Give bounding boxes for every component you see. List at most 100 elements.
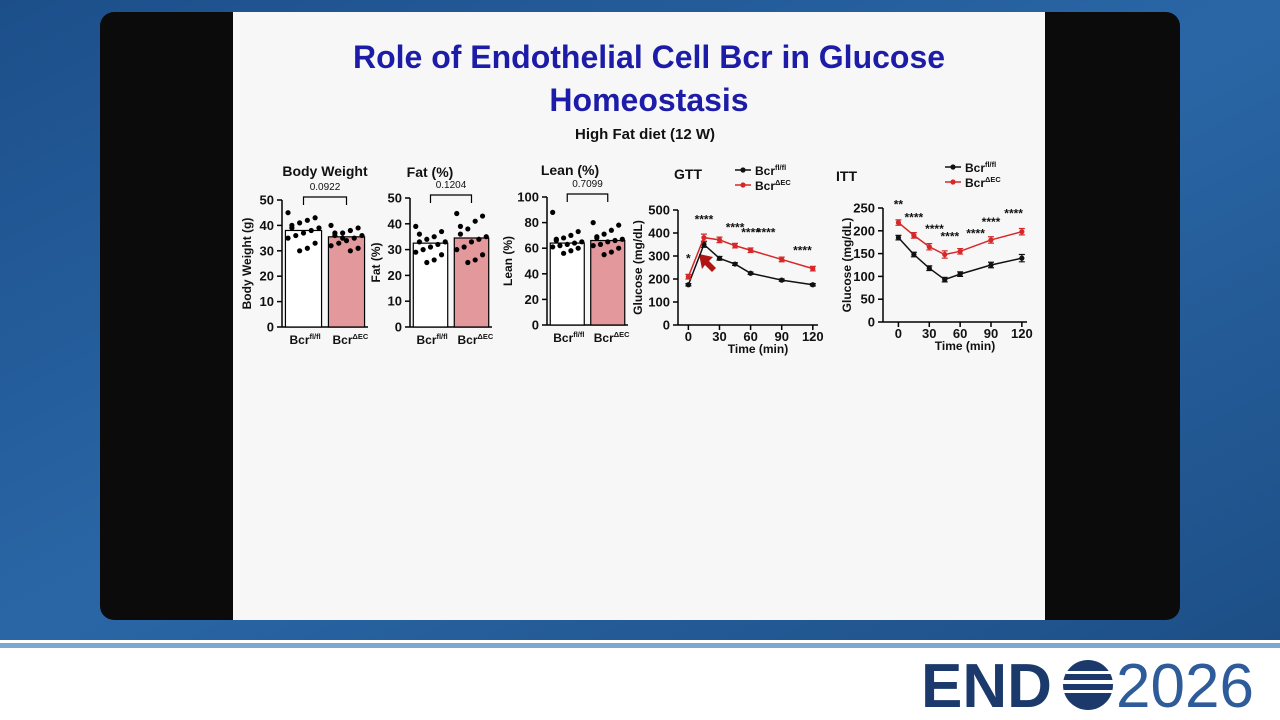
data-point [619, 236, 625, 242]
data-point [575, 228, 581, 235]
y-tick-label: 40 [525, 266, 539, 281]
significance-bracket [429, 194, 473, 203]
label: BcrΔEC [333, 332, 369, 347]
data-point [431, 234, 437, 240]
data-point [416, 231, 423, 237]
data-point [553, 236, 559, 242]
y-tick-label: 200 [648, 272, 670, 287]
data-point [472, 218, 478, 224]
label-superscript: ΔEC [614, 330, 630, 339]
arrow-icon [699, 254, 716, 272]
y-axis-label: Fat (%) [369, 243, 383, 283]
label: BcrΔEC [594, 330, 630, 345]
data-point [988, 262, 994, 268]
y-tick-label: 50 [861, 292, 875, 307]
y-tick-label: 50 [260, 193, 274, 208]
y-tick-label: 10 [260, 294, 274, 309]
legend-marker [950, 164, 956, 170]
y-tick-label: 60 [525, 241, 539, 256]
data-point [454, 210, 460, 217]
x-tick-label: 60 [743, 329, 757, 344]
label-superscript: ΔEC [985, 175, 1001, 184]
data-point [557, 243, 563, 249]
data-point [561, 250, 567, 256]
data-point [597, 241, 604, 247]
data-point [942, 251, 948, 258]
y-tick-label: 0 [267, 320, 274, 335]
significance-label: * [686, 252, 691, 266]
y-tick-label: 100 [853, 269, 875, 284]
data-point [416, 239, 423, 245]
data-point [747, 270, 754, 276]
data-point [332, 230, 338, 236]
data-point [424, 236, 430, 242]
data-point [732, 243, 738, 249]
data-point [438, 228, 445, 235]
data-point [479, 252, 486, 258]
y-axis-label: Body Weight (g) [240, 218, 254, 310]
data-point [957, 248, 963, 254]
data-point [810, 282, 816, 288]
data-point [701, 241, 707, 248]
x-axis-label: Time (min) [728, 342, 788, 356]
data-point [685, 274, 691, 280]
data-point [351, 235, 357, 241]
data-point [336, 240, 342, 246]
data-point [312, 215, 318, 221]
data-point [716, 255, 723, 261]
data-point [601, 252, 607, 258]
label: Bcrfl/fl [553, 330, 584, 345]
x-tick-label: 30 [922, 326, 936, 341]
data-point [911, 232, 917, 238]
label-base: Bcr [594, 331, 614, 345]
x-tick-label: 0 [685, 329, 692, 344]
significance-label: **** [1004, 207, 1023, 221]
data-point [571, 240, 578, 246]
data-point [568, 232, 574, 238]
label-superscript: ΔEC [775, 178, 791, 187]
data-point [420, 247, 426, 253]
data-point [747, 247, 754, 253]
footer-stripe [0, 643, 1280, 648]
label-superscript: fl/fl [573, 330, 584, 339]
y-tick-label: 0 [663, 318, 670, 333]
data-point [359, 232, 365, 239]
data-point [413, 223, 419, 229]
p-value: 0.1204 [436, 180, 467, 191]
data-point [347, 248, 353, 254]
y-tick-label: 100 [648, 295, 670, 310]
data-point [550, 244, 556, 250]
data-point [438, 252, 445, 258]
y-axis-label: Lean (%) [501, 236, 515, 286]
significance-label: **** [925, 222, 944, 236]
data-point [579, 239, 585, 245]
y-tick-label: 20 [388, 268, 402, 283]
data-point [608, 249, 614, 255]
data-point [297, 220, 303, 226]
data-point [454, 247, 460, 253]
label-superscript: fl/fl [437, 332, 448, 341]
chart-title: GTT [674, 166, 702, 182]
data-point [316, 225, 322, 231]
data-point [340, 230, 346, 236]
legend-marker [740, 167, 746, 173]
significance-bracket [302, 196, 348, 205]
significance-bracket [566, 193, 609, 202]
significance-label: **** [793, 244, 812, 258]
label-base: Bcr [290, 333, 310, 347]
data-point [575, 245, 581, 251]
data-point [308, 227, 314, 234]
data-point [472, 257, 478, 263]
y-tick-label: 50 [388, 191, 402, 206]
y-tick-label: 400 [648, 226, 670, 241]
data-point [594, 235, 600, 241]
data-point [957, 271, 963, 277]
significance-label: ** [894, 198, 904, 212]
significance-label: **** [905, 210, 924, 224]
logo-globe [1060, 660, 1116, 710]
data-point [926, 244, 932, 250]
data-point [328, 243, 334, 249]
significance-label: **** [941, 230, 960, 244]
data-point [457, 231, 464, 237]
